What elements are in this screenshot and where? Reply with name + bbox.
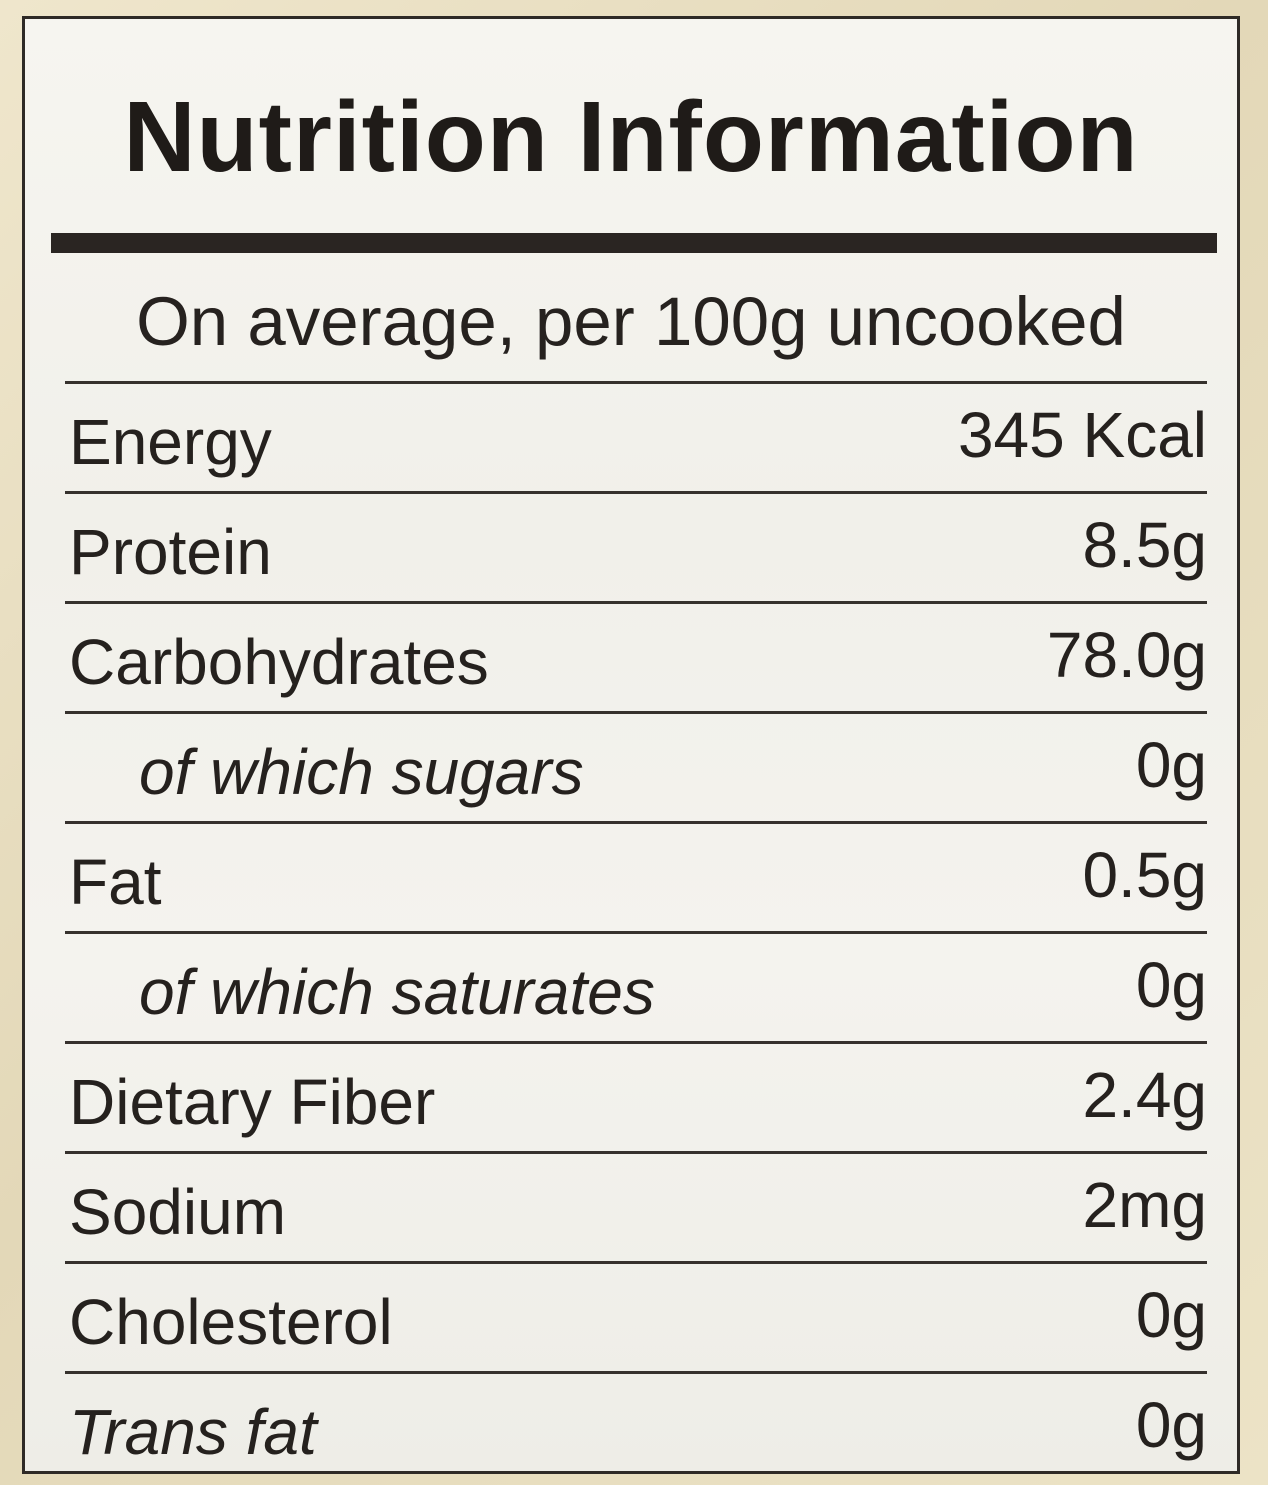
nutrient-row-saturates: of which saturates 0g bbox=[65, 931, 1207, 1041]
nutrient-row-protein: Protein 8.5g bbox=[65, 491, 1207, 601]
nutrition-label: Nutrition Information On average, per 10… bbox=[22, 16, 1240, 1474]
nutrient-name: Trans fat bbox=[69, 1396, 317, 1468]
nutrient-name: of which saturates bbox=[139, 956, 655, 1028]
nutrient-name: Cholesterol bbox=[69, 1286, 393, 1358]
nutrient-row-sugars: of which sugars 0g bbox=[65, 711, 1207, 821]
nutrient-value: 0g bbox=[1135, 1389, 1207, 1461]
nutrient-name: Sodium bbox=[69, 1176, 286, 1248]
nutrient-name: Protein bbox=[69, 516, 272, 588]
nutrient-name: Fat bbox=[69, 846, 162, 918]
nutrient-row-carbohydrates: Carbohydrates 78.0g bbox=[65, 601, 1207, 711]
nutrient-row-dietary-fiber: Dietary Fiber 2.4g bbox=[65, 1041, 1207, 1151]
nutrient-value: 2.4g bbox=[1082, 1059, 1207, 1131]
nutrient-value: 78.0g bbox=[1046, 619, 1207, 691]
nutrient-value: 2mg bbox=[1082, 1169, 1208, 1241]
nutrient-row-energy: Energy 345 Kcal bbox=[65, 381, 1207, 491]
nutrient-value: 0g bbox=[1135, 729, 1207, 801]
nutrient-name: Carbohydrates bbox=[69, 626, 489, 698]
nutrient-value: 0g bbox=[1135, 949, 1207, 1021]
nutrient-value: 345 Kcal bbox=[957, 399, 1207, 471]
nutrient-name: Energy bbox=[69, 406, 272, 478]
nutrient-row-sodium: Sodium 2mg bbox=[65, 1151, 1207, 1261]
nutrient-value: 0g bbox=[1135, 1279, 1207, 1351]
nutrient-name: of which sugars bbox=[139, 736, 584, 808]
nutrient-table: Energy 345 Kcal Protein 8.5g Carbohydrat… bbox=[65, 381, 1207, 1481]
nutrient-row-fat: Fat 0.5g bbox=[65, 821, 1207, 931]
page-title: Nutrition Information bbox=[123, 81, 1139, 193]
nutrient-name: Dietary Fiber bbox=[69, 1066, 436, 1138]
nutrient-row-trans-fat: Trans fat 0g bbox=[65, 1371, 1207, 1481]
nutrient-value: 8.5g bbox=[1082, 509, 1207, 581]
nutrient-value: 0.5g bbox=[1082, 839, 1207, 911]
serving-subtitle: On average, per 100g uncooked bbox=[136, 283, 1126, 360]
nutrient-row-cholesterol: Cholesterol 0g bbox=[65, 1261, 1207, 1371]
title-divider bbox=[51, 233, 1217, 253]
